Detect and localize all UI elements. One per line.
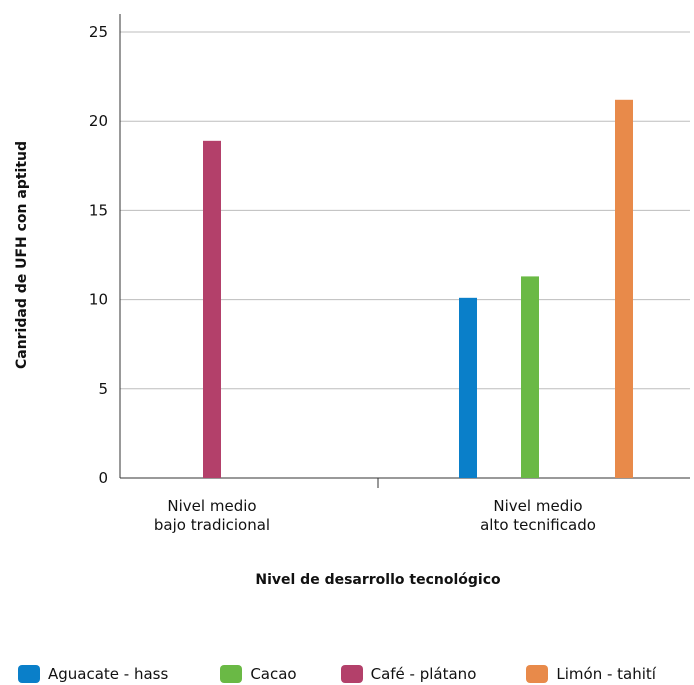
bar-cacao-1: [521, 276, 539, 478]
y-tick-label: 25: [89, 23, 108, 41]
bars: [203, 99, 633, 479]
bar-café-plátano-0: [203, 140, 221, 478]
legend-swatch: [18, 665, 40, 683]
x-category-label: bajo tradicional: [154, 516, 270, 534]
y-tick-label: 20: [89, 112, 108, 130]
y-tick-labels: 0 5 10 15 20 25: [89, 23, 108, 487]
y-tick-label: 15: [89, 201, 108, 219]
legend-swatch: [340, 665, 363, 683]
legend-swatch: [220, 665, 243, 683]
legend-item: Limón - tahití: [526, 665, 656, 683]
legend-item: Aguacate - hass: [18, 665, 168, 683]
legend: Aguacate - hass Cacao Café - plátano Limón …: [18, 665, 656, 683]
y-tick-label: 5: [98, 380, 108, 398]
y-axis-title: Canridad de UFH con aptitud: [14, 141, 30, 369]
legend-swatch: [526, 665, 549, 683]
legend-item: Café - plátano: [340, 665, 477, 683]
legend-label: Limón - tahití: [556, 665, 656, 683]
x-category-label: Nivel medio: [167, 497, 256, 515]
bar-aguacate-hass-1: [459, 297, 477, 478]
legend-label: Aguacate - hass: [48, 665, 169, 683]
x-category-label: alto tecnificado: [480, 516, 596, 534]
legend-label: Cacao: [250, 665, 297, 683]
x-category-label: Nivel medio: [493, 497, 582, 515]
legend-label: Café - plátano: [370, 665, 477, 683]
y-tick-label: 0: [98, 469, 108, 487]
x-axis-title: Nivel de desarrollo tecnológico: [255, 572, 501, 588]
bar-limón-tahití-1: [615, 99, 633, 479]
x-axis: [119, 14, 379, 488]
y-tick-label: 10: [89, 291, 108, 309]
legend-item: Cacao: [220, 665, 297, 683]
